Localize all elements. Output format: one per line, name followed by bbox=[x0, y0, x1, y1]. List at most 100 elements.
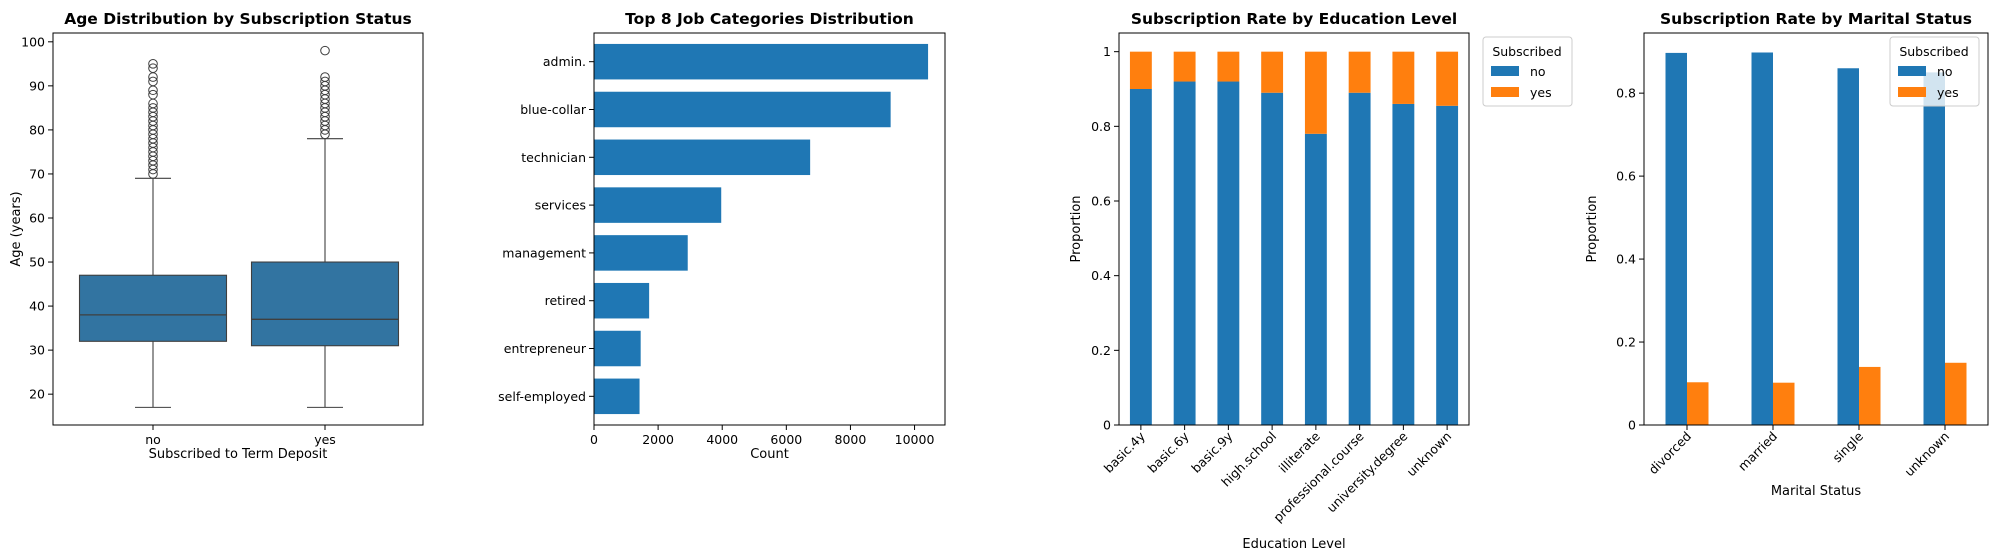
x-axis-label: Education Level bbox=[1242, 537, 1345, 552]
legend-label: yes bbox=[1530, 85, 1552, 100]
outlier-point bbox=[148, 76, 158, 87]
y-tick-label: 0 bbox=[1103, 418, 1111, 433]
y-tick-label: 20 bbox=[29, 387, 45, 402]
bar-no-basic4y bbox=[1129, 89, 1152, 425]
y-tick-label: blue-collar bbox=[520, 102, 587, 117]
y-tick-label: 0.8 bbox=[1091, 119, 1111, 134]
y-tick-label: management bbox=[502, 245, 586, 260]
chart-job-categories: Top 8 Job Categories Distribution admin. b… bbox=[498, 10, 946, 462]
bar-no-married bbox=[1751, 52, 1773, 425]
bar-management bbox=[594, 235, 688, 271]
outlier-point bbox=[320, 72, 330, 82]
bar-yes-basic9y bbox=[1217, 51, 1240, 82]
y-tick-label: admin. bbox=[543, 54, 586, 69]
x-tick-label: 6000 bbox=[770, 432, 802, 447]
x-tick-label: 8000 bbox=[835, 432, 867, 447]
bar-yes-illiterate bbox=[1304, 51, 1327, 134]
y-tick-label: 100 bbox=[21, 34, 45, 49]
bar-no-divorced bbox=[1665, 52, 1687, 426]
x-axis-label: Subscribed to Term Deposit bbox=[149, 447, 328, 462]
bar-services bbox=[594, 187, 722, 223]
y-tick-label: 0.6 bbox=[1091, 194, 1111, 209]
bar-no-single bbox=[1837, 68, 1859, 425]
plot-frame bbox=[52, 32, 424, 426]
y-tick-label: 30 bbox=[29, 343, 45, 358]
x-tick-label: no bbox=[145, 432, 161, 447]
legend-swatch-yes bbox=[1898, 87, 1926, 97]
y-tick-label: 0.2 bbox=[1091, 343, 1111, 358]
outlier-point bbox=[148, 63, 158, 74]
legend: Subscribed no yes bbox=[1482, 36, 1573, 107]
y-tick-label: 0.6 bbox=[1616, 169, 1636, 184]
bar-yes-unknown bbox=[1945, 362, 1967, 425]
bar-yes-single bbox=[1859, 366, 1881, 425]
legend-label: no bbox=[1937, 64, 1953, 79]
legend-title: Subscribed bbox=[1899, 44, 1968, 59]
chart-education-stacked: Subscription Rate by Education Level 0 0.2… bbox=[1069, 10, 1573, 552]
box-yes bbox=[250, 261, 400, 347]
legend-swatch-no bbox=[1491, 66, 1519, 76]
bar-yes-highschool bbox=[1261, 51, 1284, 93]
legend-swatch-yes bbox=[1491, 87, 1519, 97]
bar-no-unknown bbox=[1923, 72, 1945, 425]
bar-no-universitydegree bbox=[1392, 103, 1415, 425]
y-tick-label: 70 bbox=[29, 166, 45, 181]
outlier-point bbox=[320, 45, 330, 56]
outlier-point bbox=[148, 89, 158, 100]
x-tick-label: unknown bbox=[1403, 429, 1454, 480]
y-axis-label: Age (years) bbox=[9, 191, 24, 266]
chart-title: Age Distribution by Subscription Status bbox=[64, 10, 412, 28]
bar-no-basic6y bbox=[1173, 81, 1196, 426]
legend-swatch-no bbox=[1898, 66, 1926, 76]
x-tick-label: unknown bbox=[1901, 429, 1952, 480]
x-tick-label: 0 bbox=[590, 432, 598, 447]
bar-retired bbox=[594, 282, 650, 319]
y-tick-label: 80 bbox=[29, 122, 45, 137]
x-tick-label: married bbox=[1735, 429, 1780, 474]
y-tick-label: services bbox=[535, 198, 586, 213]
bar-no-illiterate bbox=[1304, 133, 1327, 426]
outlier-point bbox=[148, 59, 158, 69]
bar-no-highschool bbox=[1261, 92, 1284, 425]
y-tick-label: 50 bbox=[29, 255, 45, 270]
bar-technician bbox=[594, 139, 811, 176]
x-tick-label: 2000 bbox=[642, 432, 674, 447]
y-tick-label: 0.8 bbox=[1616, 86, 1636, 101]
chart-title: Subscription Rate by Marital Status bbox=[1660, 10, 1972, 28]
y-axis-label: Proportion bbox=[1585, 195, 1600, 262]
plot-frame bbox=[1643, 32, 1989, 426]
x-tick-label: divorced bbox=[1645, 429, 1694, 478]
x-tick-label: 10000 bbox=[895, 432, 935, 447]
y-tick-label: 60 bbox=[29, 210, 45, 225]
chart-marital-grouped: Subscription Rate by Marital Status 0 0.2 0… bbox=[1585, 10, 1989, 499]
bar-yes-basic6y bbox=[1173, 51, 1196, 82]
legend-title: Subscribed bbox=[1492, 44, 1561, 59]
bar-yes-married bbox=[1773, 382, 1795, 425]
legend-label: yes bbox=[1937, 85, 1959, 100]
y-tick-label: 0.2 bbox=[1616, 335, 1636, 350]
outlier-point bbox=[148, 103, 158, 113]
y-tick-label: 40 bbox=[29, 299, 45, 314]
bar-no-professionalcourse bbox=[1348, 92, 1371, 425]
x-tick-label: yes bbox=[314, 432, 336, 447]
y-tick-label: 1 bbox=[1103, 44, 1111, 59]
legend: Subscribed no yes bbox=[1889, 36, 1980, 107]
bar-yes-basic4y bbox=[1129, 51, 1152, 89]
y-tick-label: 0.4 bbox=[1091, 268, 1111, 283]
x-tick-label: basic.4y bbox=[1101, 428, 1149, 476]
y-tick-label: technician bbox=[521, 150, 586, 165]
x-tick-label: university.degree bbox=[1324, 428, 1411, 515]
y-axis-label: Proportion bbox=[1069, 195, 1084, 262]
bar-blue-collar bbox=[594, 91, 891, 128]
chart-age-boxplot: Age Distribution by Subscription Status 2… bbox=[9, 10, 424, 462]
y-tick-label: entrepreneur bbox=[504, 341, 587, 356]
legend-label: no bbox=[1530, 64, 1546, 79]
chart-title: Top 8 Job Categories Distribution bbox=[625, 10, 914, 28]
bar-self-employed bbox=[594, 378, 640, 415]
y-tick-label: 0.4 bbox=[1616, 252, 1636, 267]
outlier-point bbox=[320, 76, 330, 87]
bar-admin bbox=[594, 43, 929, 80]
y-tick-label: 0 bbox=[1628, 418, 1636, 433]
x-tick-label: basic.6y bbox=[1145, 428, 1193, 476]
